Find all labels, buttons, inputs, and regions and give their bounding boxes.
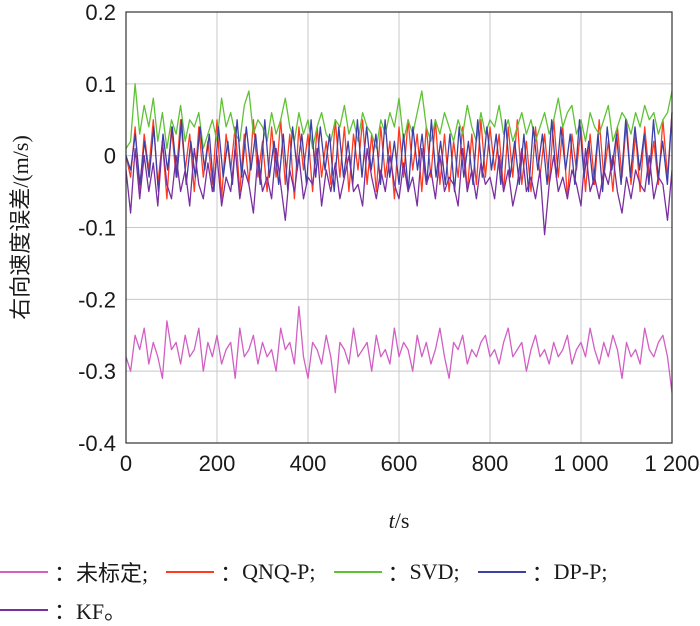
legend-label: KF。 (76, 599, 127, 624)
line-chart: 0 200 400 600 800 1 000 1 200 -0.4 -0.3 -0.2 -0.1 0… (8, 0, 700, 533)
y-tick-label: -0.3 (78, 359, 116, 384)
y-tick-label: -0.1 (78, 216, 116, 241)
legend-separator: ： (54, 599, 77, 624)
x-tick-label: 800 (472, 451, 509, 476)
legend-label: 未标定; (76, 561, 149, 586)
series-line-kf (125, 140, 673, 236)
series-line-qnq-p (125, 112, 673, 200)
x-tick-label: 0 (120, 451, 132, 476)
legend-item-qnq-p: ： QNQ-P; (166, 556, 316, 588)
y-tick-label: 0.1 (85, 72, 116, 97)
y-tick-label: 0 (104, 144, 116, 169)
legend-item-uncalibrated: ： 未标定; (0, 556, 148, 588)
legend-label: QNQ-P; (242, 559, 316, 584)
legend-separator: ： (531, 561, 554, 586)
legend-label: DP-P; (553, 559, 608, 584)
x-axis-unit: /s (395, 508, 410, 533)
line-swatch-icon (0, 609, 48, 611)
legend-separator: ： (54, 561, 77, 586)
series-line-dp-p (125, 112, 673, 193)
series-group (125, 83, 673, 394)
legend-label: SVD; (409, 559, 460, 584)
x-tick-label: 1 000 (553, 451, 608, 476)
legend-separator: ： (387, 561, 410, 586)
y-tick-label: -0.2 (78, 287, 116, 312)
grid (125, 11, 673, 444)
x-tick-label: 200 (199, 451, 236, 476)
series-line-- (125, 305, 673, 394)
line-swatch-icon (333, 571, 382, 573)
y-tick-label: -0.4 (78, 431, 116, 456)
x-axis-variable: t (389, 508, 396, 533)
legend-separator: ： (220, 561, 243, 586)
y-axis-title: 右向速度误差/(m/s) (8, 135, 33, 320)
x-tick-label: 600 (381, 451, 418, 476)
legend-row-1: ： 未标定; ： QNQ-P; ： SVD; ： DP-P; (0, 556, 625, 588)
x-axis-title: t/s (389, 508, 410, 533)
legend-item-kf: ： KF。 (0, 594, 126, 626)
line-swatch-icon (0, 571, 48, 573)
tick-labels: 0 200 400 600 800 1 000 1 200 -0.4 -0.3 -0.2 -0.1 0… (78, 0, 699, 476)
line-swatch-icon (477, 571, 526, 573)
legend-item-dp-p: ： DP-P; (477, 556, 608, 588)
x-tick-label: 400 (290, 451, 327, 476)
legend-item-svd: ： SVD; (333, 556, 460, 588)
plot-frame (125, 11, 673, 444)
x-tick-label: 1 200 (644, 451, 699, 476)
y-tick-label: 0.2 (85, 0, 116, 25)
line-swatch-icon (166, 571, 215, 573)
legend-row-2: ： KF。 (0, 594, 144, 626)
